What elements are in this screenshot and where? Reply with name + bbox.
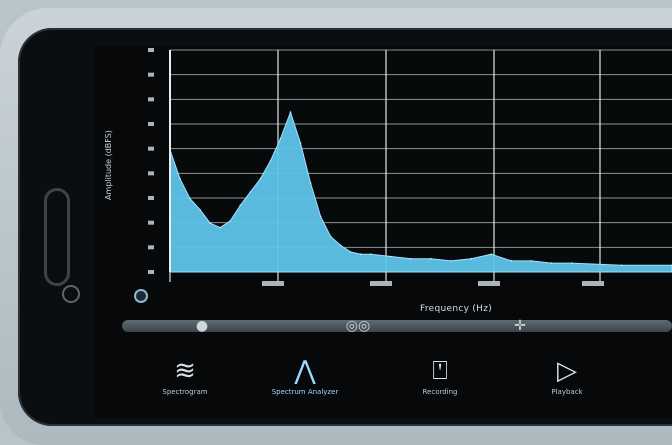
spectrum-point (430, 257, 432, 260)
tab-spectrum-analyzer[interactable]: ⋀ Spectrum Analyzer (260, 356, 350, 408)
spectrum-series-area (169, 110, 672, 273)
y-tick-mark (148, 146, 154, 151)
spectrum-point (349, 251, 352, 253)
spectrum-point (299, 142, 302, 144)
y-axis-label: Amplitude (dBFS) (104, 130, 113, 200)
x-axis-label: Frequency (Hz) (420, 304, 493, 314)
x-tick-mark (262, 281, 284, 286)
spectrum-point (410, 257, 412, 260)
camera-dot (62, 285, 80, 303)
tab-spectrogram-label: Spectrogram (162, 388, 208, 396)
spectrum-point (289, 111, 292, 113)
x-tick-mark (370, 281, 392, 286)
spectrum-point (279, 138, 282, 140)
spectrum-point (239, 204, 242, 207)
spectrum-point (370, 253, 372, 255)
spectrum-point (450, 260, 452, 262)
tab-recording[interactable]: ⍞ Recording (395, 356, 485, 408)
spectrum-point (229, 220, 231, 222)
y-tick-mark (148, 97, 154, 102)
y-tick-mark (148, 48, 154, 52)
spectrum-icon: ⋀ (294, 356, 316, 386)
spectrum-point (179, 178, 181, 180)
y-tick-mark (148, 171, 154, 176)
spectrogram-icon: ≋ (174, 356, 196, 386)
spectrum-point (570, 262, 573, 264)
spectrum-point (189, 197, 191, 200)
record-dot-icon[interactable]: ● (195, 318, 209, 334)
tab-spectrum-analyzer-label: Spectrum Analyzer (271, 388, 339, 396)
y-tick-mark (148, 245, 154, 250)
spectrum-point (249, 191, 252, 193)
spectrum-point (530, 260, 533, 262)
toolbar-bar (122, 320, 672, 332)
speaker-slot (44, 188, 70, 286)
settings-toggle-button[interactable] (134, 289, 148, 303)
y-tick-mark (148, 220, 154, 225)
tab-playback[interactable]: ▷ Playback (522, 356, 612, 408)
spectrum-point (621, 264, 623, 267)
y-tick-mark (148, 270, 154, 274)
spectrum-point (490, 253, 493, 255)
spectrum-point (219, 226, 221, 229)
spectrum-point (390, 255, 392, 258)
x-tick-mark (478, 281, 500, 286)
tab-spectrogram[interactable]: ≋ Spectrogram (140, 356, 230, 408)
spectrum-point (269, 160, 272, 162)
spectrum-point (510, 260, 513, 262)
spectrum-point (319, 215, 322, 218)
y-tick-mark (148, 196, 154, 200)
y-tick-mark (148, 122, 154, 126)
spectrum-point (360, 253, 362, 255)
spectrum-point (259, 178, 262, 180)
tab-playback-label: Playback (551, 388, 583, 396)
microphone-icon: ⍞ (432, 356, 448, 386)
link-icon[interactable]: ◎◎ (345, 318, 371, 334)
x-tick-mark (582, 281, 604, 286)
spectrum-point (470, 257, 473, 260)
play-icon: ▷ (557, 356, 577, 386)
spectrum-point (329, 235, 332, 238)
spectrum-point (209, 222, 211, 224)
adjust-icon[interactable]: ✛ (514, 318, 526, 334)
tab-recording-label: Recording (422, 388, 458, 396)
spectrum-point (309, 182, 312, 184)
spectrum-point (199, 209, 201, 211)
y-tick-mark (148, 72, 154, 77)
spectrum-point (550, 262, 553, 264)
spectrum-point (339, 244, 342, 247)
